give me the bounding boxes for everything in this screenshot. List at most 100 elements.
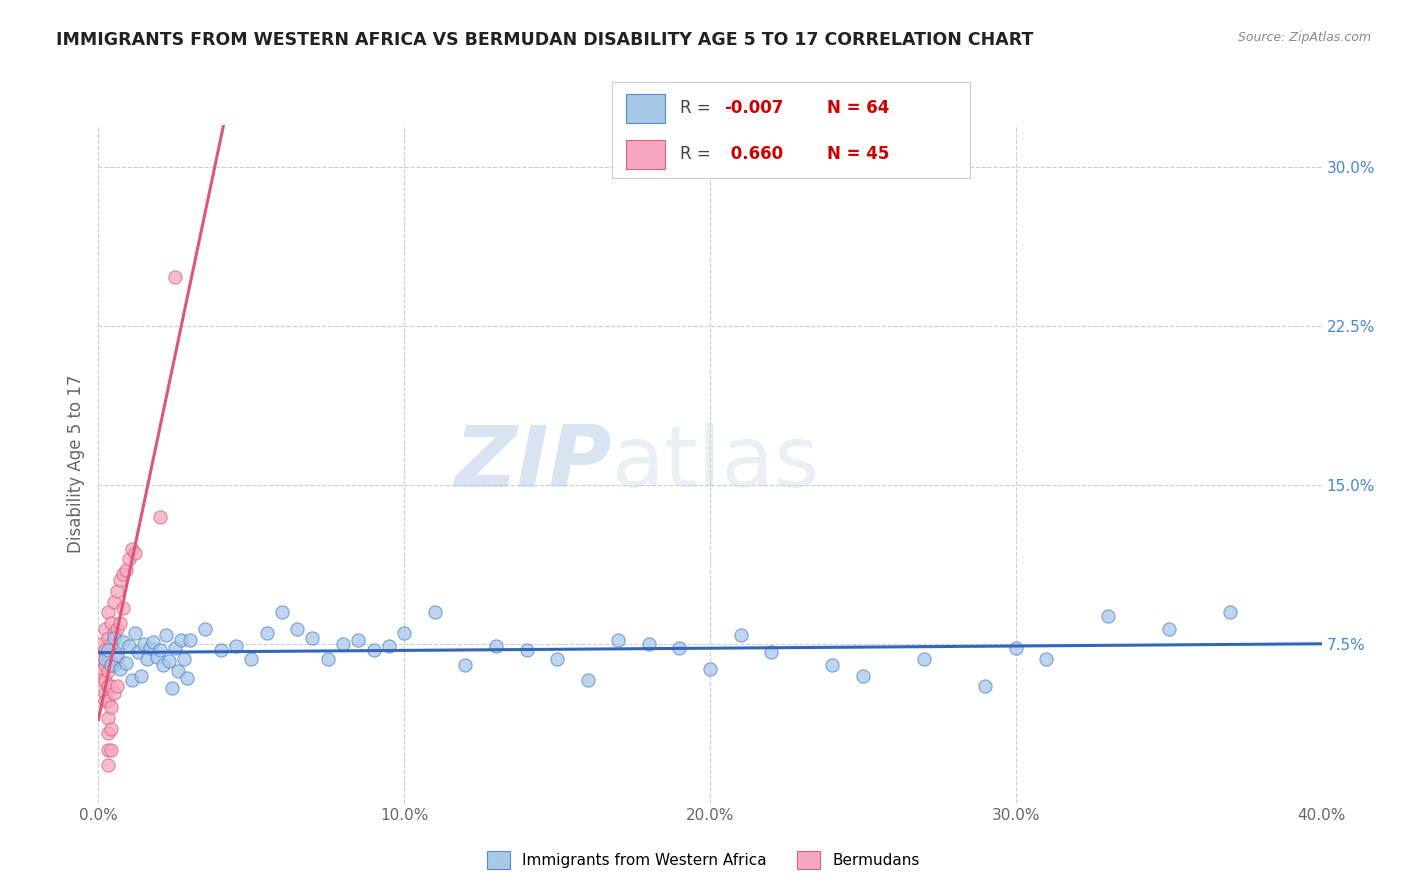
Point (163, 641, 186, 656)
Point (97, 631, 120, 645)
Point (105, 651, 128, 665)
Point (167, 665, 190, 679)
Point (100, 743, 122, 757)
Text: ZIP: ZIP (454, 422, 612, 506)
Text: 0.660: 0.660 (724, 145, 783, 163)
Point (118, 639, 141, 653)
Point (179, 632, 201, 647)
Point (103, 594, 125, 608)
Point (124, 546, 146, 560)
Point (163, 270, 186, 285)
Point (108, 574, 131, 588)
Point (332, 637, 354, 651)
Text: Source: ZipAtlas.com: Source: ZipAtlas.com (1237, 31, 1371, 45)
Point (127, 645, 149, 659)
Point (155, 628, 177, 642)
Point (576, 673, 599, 687)
Point (97, 648, 120, 662)
Point (699, 662, 721, 676)
Point (485, 639, 508, 653)
Point (93, 622, 115, 636)
Point (105, 622, 128, 636)
Point (139, 641, 162, 656)
Point (145, 649, 167, 664)
Point (256, 626, 278, 640)
Point (173, 651, 195, 665)
Point (105, 648, 128, 662)
Point (176, 671, 198, 685)
Point (90, 651, 112, 665)
Point (115, 563, 138, 577)
Point (121, 673, 143, 687)
Point (111, 601, 134, 615)
Point (103, 658, 125, 673)
Point (100, 722, 122, 736)
FancyBboxPatch shape (626, 140, 665, 169)
Text: N = 64: N = 64 (827, 99, 889, 117)
Point (97, 665, 120, 679)
Point (100, 658, 122, 673)
Point (1157, 622, 1180, 636)
Text: R =: R = (679, 99, 716, 117)
Point (1097, 609, 1119, 624)
Point (97, 757, 120, 772)
Point (142, 635, 165, 649)
Point (103, 626, 125, 640)
Point (240, 651, 263, 665)
Point (90, 665, 112, 679)
Point (111, 567, 134, 582)
Point (108, 615, 131, 630)
Point (363, 643, 385, 657)
Point (454, 658, 477, 673)
Point (93, 643, 115, 657)
Point (1035, 651, 1057, 665)
Point (97, 726, 120, 740)
Point (97, 643, 120, 657)
Point (316, 651, 339, 665)
Point (270, 605, 292, 619)
Point (160, 681, 183, 696)
Point (105, 679, 128, 693)
Y-axis label: Disability Age 5 to 17: Disability Age 5 to 17 (67, 375, 86, 553)
Point (100, 658, 122, 673)
Point (115, 656, 138, 670)
Point (90, 637, 112, 651)
Point (974, 679, 997, 693)
Point (111, 635, 134, 649)
Point (852, 669, 875, 683)
Point (194, 622, 217, 636)
Point (149, 643, 172, 657)
Point (100, 637, 122, 651)
Point (136, 651, 159, 665)
Point (821, 658, 844, 673)
FancyBboxPatch shape (626, 94, 665, 122)
Point (912, 651, 935, 665)
Point (108, 662, 131, 676)
Point (170, 632, 193, 647)
Point (118, 552, 141, 566)
Point (93, 686, 115, 700)
Point (546, 651, 568, 665)
Point (301, 631, 323, 645)
Point (103, 686, 125, 700)
Point (90, 673, 112, 687)
Point (347, 632, 370, 647)
Point (209, 643, 232, 657)
Point (93, 673, 115, 687)
Point (1219, 605, 1241, 619)
Point (668, 641, 690, 656)
Point (134, 637, 156, 651)
Text: -0.007: -0.007 (724, 99, 785, 117)
Point (285, 622, 308, 636)
Point (392, 626, 416, 640)
Point (97, 694, 120, 708)
Point (1004, 641, 1026, 656)
Point (730, 628, 752, 642)
Point (97, 743, 120, 757)
Point (423, 605, 446, 619)
Point (129, 669, 152, 683)
Point (516, 643, 538, 657)
Point (97, 679, 120, 693)
Point (157, 654, 180, 668)
Text: atlas: atlas (612, 422, 820, 506)
